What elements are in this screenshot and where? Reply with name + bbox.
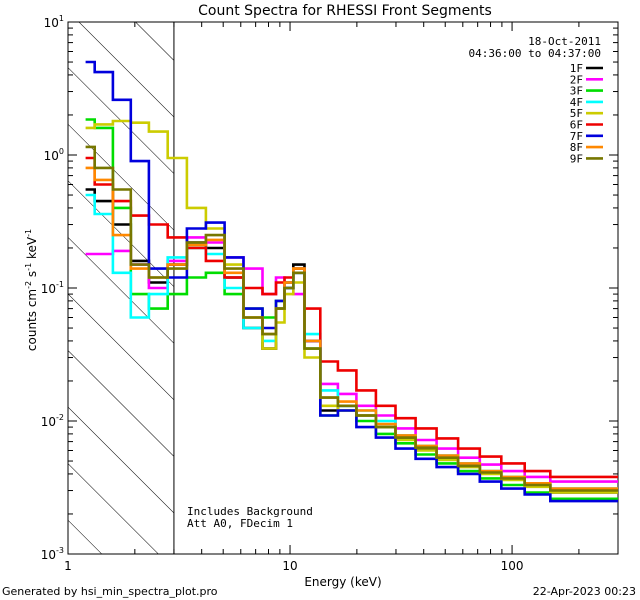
ylabel-mid: s xyxy=(25,271,39,281)
x-tick-label: 10 xyxy=(282,559,297,573)
footer-generated-by: Generated by hsi_min_spectra_plot.pro xyxy=(2,585,218,598)
legend-label-7F: 7F xyxy=(570,130,583,143)
legend-label-4F: 4F xyxy=(570,96,583,109)
y-tick-label: 101 xyxy=(44,14,64,30)
series-group xyxy=(85,60,618,503)
y-tick-label: 10-2 xyxy=(41,413,64,429)
y-tick-base: 10 xyxy=(41,548,56,562)
y-tick-base: 10 xyxy=(41,282,56,296)
y-tick-base: 10 xyxy=(41,415,56,429)
legend-label-8F: 8F xyxy=(570,141,583,154)
ylabel-end: keV xyxy=(25,236,39,263)
legend-label-1F: 1F xyxy=(570,62,583,75)
y-tick-exp: -3 xyxy=(56,546,64,555)
y-tick-label: 10-1 xyxy=(41,280,64,296)
x-axis-label: Energy (keV) xyxy=(304,575,381,589)
y-axis-label: counts cm-2 s-1 keV-1 xyxy=(24,229,39,351)
y-tick-label: 10-3 xyxy=(41,546,64,562)
legend-label-6F: 6F xyxy=(570,119,583,132)
y-tick-exp: -1 xyxy=(56,280,64,289)
legend-label-2F: 2F xyxy=(570,73,583,86)
y-tick-base: 10 xyxy=(44,149,59,163)
y-tick-exp: 0 xyxy=(59,147,64,156)
legend-label-3F: 3F xyxy=(570,85,583,98)
footer-timestamp: 22-Apr-2023 00:23 xyxy=(533,585,636,598)
annotation-background: Includes Background xyxy=(187,505,313,518)
ylabel-exp3: -1 xyxy=(24,229,33,237)
annotation-date: 18-Oct-2011 xyxy=(528,35,601,48)
series-line-9F xyxy=(85,145,618,492)
ylabel-exp1: -2 xyxy=(24,281,33,289)
x-tick-label: 1 xyxy=(64,559,72,573)
annotation-time-range: 04:36:00 to 04:37:00 xyxy=(469,47,601,60)
x-tick-label: 100 xyxy=(501,559,524,573)
y-tick-label: 100 xyxy=(44,147,64,163)
y-tick-exp: -2 xyxy=(56,413,64,422)
legend-label-5F: 5F xyxy=(570,107,583,120)
y-tick-base: 10 xyxy=(44,16,59,30)
chart-title: Count Spectra for RHESSI Front Segments xyxy=(198,3,492,19)
y-tick-exp: 1 xyxy=(59,14,64,23)
ylabel-exp2: -1 xyxy=(24,263,33,271)
legend-label-9F: 9F xyxy=(570,152,583,165)
ylabel-base: counts cm xyxy=(25,289,39,351)
annotation-attenuator: Att A0, FDecim 1 xyxy=(187,517,293,530)
